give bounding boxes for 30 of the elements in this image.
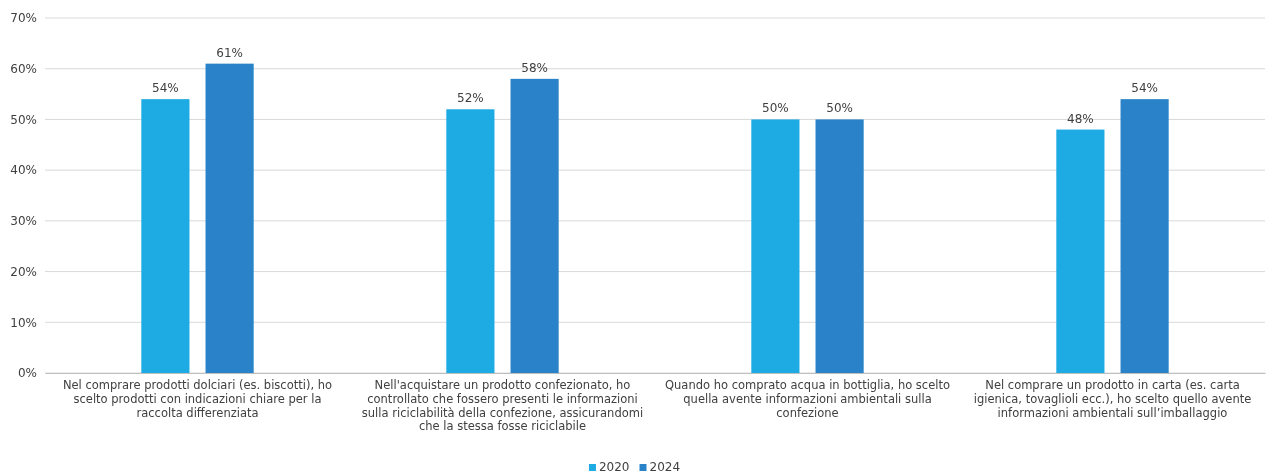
data-label: 50% <box>826 101 853 116</box>
data-label: 52% <box>457 91 484 106</box>
bar <box>751 119 800 373</box>
data-label: 48% <box>1067 111 1094 126</box>
x-tick-label: Nell'acquistare un prodotto confezionato, ho controllato che fossero presenti le informazioni sulla riciclabilità della confezione, assicurandomi che la stessa fosse riciclabile <box>361 378 644 434</box>
x-tick-label: Nel comprare un prodotto in carta (es. carta igienica, tovaglioli ecc.), ho scelto quello avente informazioni ambientali sull’imballaggio <box>973 378 1252 420</box>
legend-label: 2020 <box>598 460 630 474</box>
x-tick-label: Nel comprare prodotti dolciari (es. biscotti), ho scelto prodotti con indicazioni chiare per la raccolta differenziata <box>62 378 333 420</box>
legend-label: 2024 <box>649 460 681 474</box>
y-tick-label: 0% <box>17 366 37 381</box>
data-label: 54% <box>1131 81 1158 96</box>
y-tick-label: 30% <box>10 214 37 229</box>
y-tick-label: 40% <box>10 163 37 178</box>
y-tick-label: 20% <box>10 264 37 279</box>
data-label: 54% <box>152 81 179 96</box>
y-tick-label: 60% <box>10 62 37 77</box>
y-tick-label: 50% <box>10 112 37 127</box>
bar <box>510 78 559 373</box>
bar <box>446 109 495 373</box>
x-tick-label: Quando ho comprato acqua in bottiglia, ho scelto quella avente informazioni ambientali sulla confezione <box>665 378 950 420</box>
y-tick-label: 10% <box>10 315 37 330</box>
bar <box>1120 99 1169 373</box>
bar <box>141 99 190 373</box>
bar <box>815 119 864 373</box>
bar <box>205 63 254 373</box>
data-label: 50% <box>762 101 789 116</box>
bar <box>1056 129 1105 373</box>
data-label: 61% <box>216 45 243 60</box>
y-tick-label: 70% <box>10 11 37 26</box>
data-label: 58% <box>521 60 548 75</box>
